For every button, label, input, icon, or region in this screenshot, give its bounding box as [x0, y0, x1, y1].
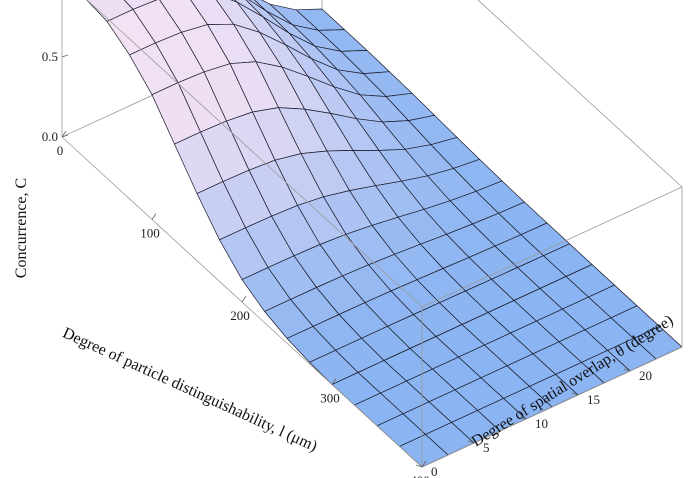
l-tick-label: 200: [230, 308, 250, 323]
theta-tick-mark: [467, 440, 475, 444]
z-tick-mark: [61, 54, 69, 58]
l-axis-label: Degree of particle distinguishability, l…: [60, 325, 320, 456]
theta-tick-mark: [623, 368, 631, 372]
box-edge: [421, 186, 683, 308]
theta-tick-mark: [519, 416, 527, 420]
z-axis-label: Concurrence, C: [13, 178, 30, 278]
box-edge: [86, 0, 423, 308]
l-tick-mark: [331, 378, 337, 385]
z-tick-mark: [61, 134, 69, 138]
theta-tick-label: 10: [535, 416, 548, 431]
theta-tick-mark: [571, 392, 579, 396]
l-tick-label: 100: [140, 226, 160, 241]
l-tick-mark: [61, 130, 67, 138]
tick-labels: 0.00.51.0010020030040005101520: [42, 49, 652, 478]
box-edge: [477, 0, 683, 188]
theta-tick-label: 5: [483, 440, 490, 455]
theta-tick-label: 20: [639, 368, 652, 383]
l-tick-label: 300: [320, 391, 340, 406]
theta-tick-mark: [415, 464, 423, 468]
z-tick-label: 0.0: [42, 129, 58, 144]
surface-mesh: [86, 0, 683, 468]
theta-tick-label: 15: [587, 392, 600, 407]
l-tick-label: 0: [57, 143, 64, 158]
l-tick-mark: [421, 460, 427, 468]
l-tick-mark: [241, 295, 247, 303]
theta-tick-label: 0: [431, 464, 438, 478]
z-tick-label: 0.5: [42, 49, 58, 64]
l-tick-mark: [151, 213, 157, 220]
box-edge: [421, 346, 683, 468]
l-tick-label: 400: [410, 473, 430, 478]
